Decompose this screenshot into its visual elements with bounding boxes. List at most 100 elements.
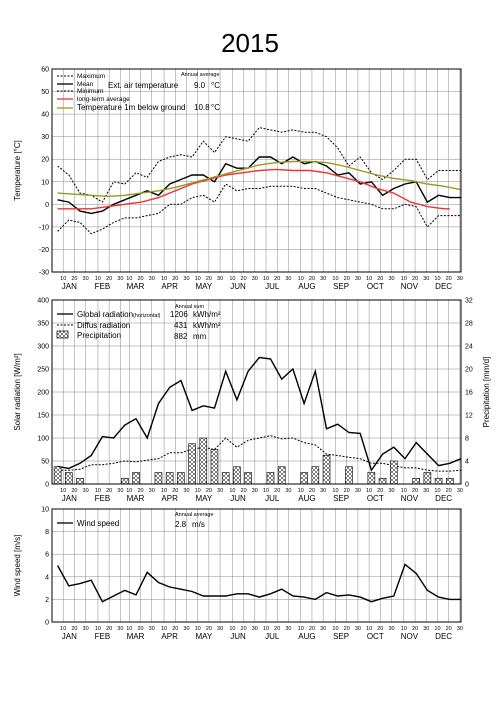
x-tick-day-label: 20: [206, 626, 212, 632]
legend-long-term: long-term average: [77, 96, 130, 103]
plot-frame: [51, 299, 462, 485]
y-tick-label: 10: [41, 507, 49, 514]
x-month-label: OCT: [367, 494, 384, 503]
solar-legend: Annual sum Global radiation (horizontal)…: [56, 304, 221, 341]
x-tick-day-label: 10: [263, 626, 269, 632]
x-tick-day-label: 10: [95, 488, 101, 494]
x-tick-day-label: 10: [366, 488, 372, 494]
x-tick-day-label: 30: [423, 626, 429, 632]
x-tick-day-label: 10: [298, 276, 304, 282]
precipitation-bar: [311, 466, 320, 485]
precipitation-bar: [53, 466, 62, 485]
legend-minimum: Minimum: [77, 88, 103, 95]
x-tick-day-label: 30: [183, 488, 189, 494]
x-tick-day-label: 10: [366, 276, 372, 282]
legend-wind: Wind speed: [77, 519, 119, 528]
x-tick-day-label: 10: [229, 276, 235, 282]
x-tick-day-label: 10: [195, 488, 201, 494]
x-month-label: SEP: [333, 632, 349, 641]
x-tick-day-label: 10: [95, 276, 101, 282]
x-tick-day-label: 30: [217, 488, 223, 494]
x-tick-day-label: 10: [60, 488, 66, 494]
x-tick-day-label: 20: [377, 276, 383, 282]
x-month-label: MAR: [127, 494, 145, 503]
x-month-label: JUL: [265, 632, 280, 641]
x-tick-day-label: 30: [423, 276, 429, 282]
x-month-label: DEC: [435, 632, 452, 641]
x-tick-day-label: 10: [401, 626, 407, 632]
x-month-label: FEB: [95, 632, 111, 641]
x-tick-day-label: 10: [126, 488, 132, 494]
x-month-label: DEC: [435, 282, 452, 291]
x-tick-day-label: 20: [172, 488, 178, 494]
temp-legend: Maximum Mean Minimum Ext. air temperatur…: [57, 72, 220, 112]
legend-ground: Temperature 1m below ground: [77, 103, 186, 112]
series-line-wind-speed: [56, 563, 461, 603]
legend-global: Global radiation: [77, 310, 133, 319]
y2-tick-label: 4: [465, 459, 469, 466]
x-month-label: MAY: [195, 494, 212, 503]
y-tick-label: -10: [39, 224, 49, 231]
x-tick-day-label: 30: [388, 626, 394, 632]
x-month-label: MAY: [195, 632, 212, 641]
precipitation-bar: [378, 477, 387, 485]
precipitation-bar: [121, 477, 129, 485]
x-tick-day-label: 20: [137, 488, 143, 494]
series-line-maximum: [57, 127, 461, 203]
x-tick-day-label: 10: [95, 626, 101, 632]
precipitation-bar: [277, 466, 286, 485]
x-tick-day-label: 20: [446, 276, 452, 282]
legend-precip: Precipitation: [77, 331, 121, 340]
x-tick-day-label: 20: [172, 626, 178, 632]
x-tick-day-label: 20: [106, 276, 112, 282]
x-tick-day-label: 30: [285, 488, 291, 494]
precipitation-bar: [177, 472, 185, 485]
x-tick-day-label: 30: [355, 488, 361, 494]
legend-wind-unit: m/s: [192, 520, 205, 529]
x-tick-day-label: 20: [446, 488, 452, 494]
page-title: 2015: [221, 28, 279, 58]
series-line-temperature-1m-below-ground: [57, 160, 462, 198]
x-month-label: JUL: [265, 494, 280, 503]
precipitation-bar: [65, 472, 73, 485]
x-tick-day-label: 30: [355, 276, 361, 282]
precipitation-bar: [188, 443, 196, 485]
precipitation-bar: [233, 466, 241, 485]
x-month-label: APR: [161, 494, 178, 503]
legend-precip-swatch: [56, 330, 69, 339]
y2-tick-label: 12: [465, 413, 473, 420]
x-month-label: JAN: [62, 282, 77, 291]
x-tick-day-label: 30: [252, 626, 258, 632]
precipitation-bar: [423, 472, 432, 485]
x-month-label: DEC: [435, 494, 452, 503]
y2-tick-label: 20: [465, 367, 473, 374]
legend-maximum: Maximum: [77, 73, 105, 80]
x-tick-day-label: 20: [377, 488, 383, 494]
x-tick-day-label: 30: [217, 276, 223, 282]
x-month-label: SEP: [333, 282, 349, 291]
x-tick-day-label: 20: [71, 488, 77, 494]
x-tick-day-label: 20: [137, 276, 143, 282]
precipitation-bar: [266, 472, 275, 485]
y-tick-label: 4: [45, 574, 49, 581]
x-tick-day-label: 20: [71, 276, 77, 282]
y2-tick-label: 16: [465, 390, 473, 397]
x-month-label: FEB: [95, 282, 111, 291]
x-tick-day-label: 30: [149, 276, 155, 282]
x-tick-day-label: 30: [285, 276, 291, 282]
y2-tick-label: 8: [465, 436, 469, 443]
x-tick-day-label: 20: [206, 488, 212, 494]
y-tick-label: 250: [37, 367, 49, 374]
x-tick-day-label: 10: [195, 276, 201, 282]
series-line-global-radiation: [57, 356, 462, 472]
x-tick-day-label: 20: [412, 276, 418, 282]
x-tick-day-label: 10: [126, 276, 132, 282]
x-tick-day-label: 30: [285, 626, 291, 632]
x-month-label: JUN: [230, 632, 246, 641]
legend-diffus-value: 431: [174, 321, 188, 330]
y-axis-label: Temperature [°C]: [13, 140, 22, 201]
x-tick-day-label: 20: [309, 626, 315, 632]
precipitation-bar: [165, 472, 174, 485]
x-tick-day-label: 30: [457, 488, 463, 494]
x-tick-day-label: 20: [106, 626, 112, 632]
